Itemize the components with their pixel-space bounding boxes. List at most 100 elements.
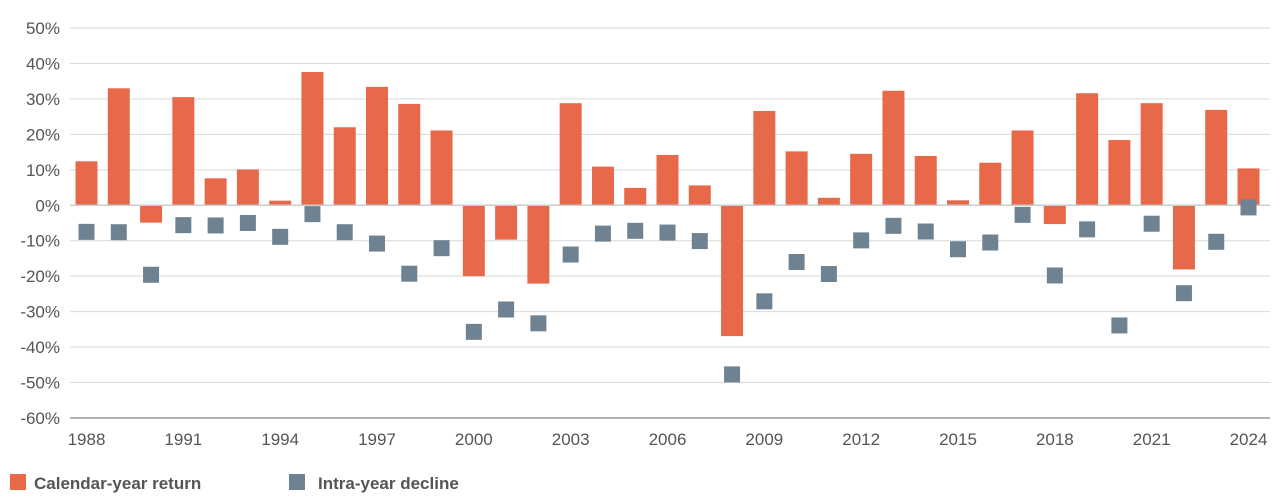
bar-2008 xyxy=(721,205,744,337)
y-tick-label: 0% xyxy=(35,196,60,215)
marker-2016 xyxy=(982,234,999,251)
marker-2000 xyxy=(465,323,482,340)
bar-2017 xyxy=(1011,130,1034,206)
bar-2013 xyxy=(882,90,905,206)
marker-1988 xyxy=(78,223,95,240)
bar-1990 xyxy=(140,205,163,223)
marker-1989 xyxy=(110,224,127,241)
bar-1991 xyxy=(172,97,195,206)
bar-2007 xyxy=(688,185,711,206)
y-tick-label: -50% xyxy=(20,374,60,393)
x-tick-label: 2000 xyxy=(455,430,493,449)
bar-2005 xyxy=(624,187,647,206)
bar-1995 xyxy=(301,71,324,206)
y-tick-label: -10% xyxy=(20,232,60,251)
marker-1993 xyxy=(239,215,256,231)
marker-1994 xyxy=(272,228,289,245)
marker-2002 xyxy=(530,315,547,332)
marker-1997 xyxy=(369,235,385,252)
y-tick-label: -60% xyxy=(20,409,60,428)
marker-2011 xyxy=(820,266,837,283)
marker-1998 xyxy=(401,265,418,282)
x-tick-label: 1997 xyxy=(358,430,396,449)
marker-1992 xyxy=(207,217,224,234)
marker-1990 xyxy=(143,266,160,283)
bar-2002 xyxy=(527,205,550,284)
marker-2021 xyxy=(1143,215,1160,232)
calendar-year-return-bars xyxy=(75,71,1260,337)
bar-2003 xyxy=(559,103,582,206)
marker-2004 xyxy=(594,225,611,242)
marker-2003 xyxy=(562,246,579,263)
bar-1994 xyxy=(269,200,292,206)
bar-2011 xyxy=(817,197,840,206)
bar-1993 xyxy=(236,169,259,206)
legend-label-intra-year-decline: Intra-year decline xyxy=(318,474,459,493)
bar-2009 xyxy=(753,110,776,206)
y-axis-tick-labels: 50% 40% 30% 20% 10% 0% -10% -20% -30% -40% -50% -60… xyxy=(20,19,60,428)
marker-1991 xyxy=(175,217,192,234)
bar-1988 xyxy=(75,161,98,206)
marker-2009 xyxy=(756,293,773,310)
marker-2024 xyxy=(1240,199,1257,216)
bar-2024 xyxy=(1237,168,1260,206)
y-tick-label: -40% xyxy=(20,338,60,357)
y-tick-label: 30% xyxy=(26,90,60,109)
bar-2015 xyxy=(947,200,969,206)
x-tick-label: 2018 xyxy=(1036,430,1074,449)
bar-2018 xyxy=(1043,205,1066,225)
marker-2022 xyxy=(1175,285,1192,302)
marker-2013 xyxy=(885,217,902,234)
x-axis-tick-labels: 1988 1991 1994 1997 2000 2003 2006 2009 2012 2015… xyxy=(68,430,1268,449)
x-tick-label: 2012 xyxy=(842,430,880,449)
marker-2012 xyxy=(853,232,870,249)
legend-swatch-calendar-year-return xyxy=(10,474,26,490)
bar-1996 xyxy=(333,127,356,206)
marker-1995 xyxy=(304,206,321,223)
y-tick-label: 40% xyxy=(26,54,60,73)
legend-swatch-intra-year-decline xyxy=(289,474,305,490)
bar-2004 xyxy=(591,166,614,206)
marker-2006 xyxy=(659,224,676,241)
x-tick-label: 1994 xyxy=(261,430,299,449)
intra-year-decline-markers xyxy=(78,199,1257,383)
marker-2001 xyxy=(498,301,515,318)
x-tick-label: 2003 xyxy=(552,430,590,449)
x-tick-label: 2006 xyxy=(649,430,687,449)
marker-1999 xyxy=(433,240,450,257)
marker-2023 xyxy=(1208,233,1225,250)
x-tick-label: 2024 xyxy=(1230,430,1268,449)
x-tick-label: 2009 xyxy=(745,430,783,449)
x-tick-label: 1991 xyxy=(164,430,202,449)
bar-2023 xyxy=(1205,109,1228,206)
marker-2007 xyxy=(691,233,708,250)
marker-2005 xyxy=(627,222,644,239)
marker-2018 xyxy=(1046,267,1063,284)
bar-1992 xyxy=(204,178,227,206)
legend: Calendar-year return Intra-year decline xyxy=(10,474,459,493)
bar-2022 xyxy=(1172,205,1195,270)
x-tick-label: 1988 xyxy=(68,430,106,449)
marker-1996 xyxy=(336,224,353,241)
marker-2008 xyxy=(724,366,741,383)
marker-2014 xyxy=(917,223,934,240)
bar-2006 xyxy=(656,154,679,206)
marker-2019 xyxy=(1079,221,1096,238)
y-tick-label: 20% xyxy=(26,125,60,144)
bar-1998 xyxy=(398,103,421,206)
bar-2010 xyxy=(785,151,808,206)
y-tick-label: 10% xyxy=(26,161,60,180)
y-tick-label: 50% xyxy=(26,19,60,38)
bar-2021 xyxy=(1140,103,1163,206)
marker-2010 xyxy=(788,254,805,270)
marker-2017 xyxy=(1014,206,1031,223)
x-tick-label: 2021 xyxy=(1133,430,1171,449)
bar-2000 xyxy=(462,205,485,277)
bar-2019 xyxy=(1076,93,1099,206)
bar-2016 xyxy=(979,162,1002,206)
marker-2015 xyxy=(950,241,966,258)
legend-label-calendar-year-return: Calendar-year return xyxy=(34,474,201,493)
bar-2020 xyxy=(1108,140,1131,206)
marker-2020 xyxy=(1111,317,1128,334)
